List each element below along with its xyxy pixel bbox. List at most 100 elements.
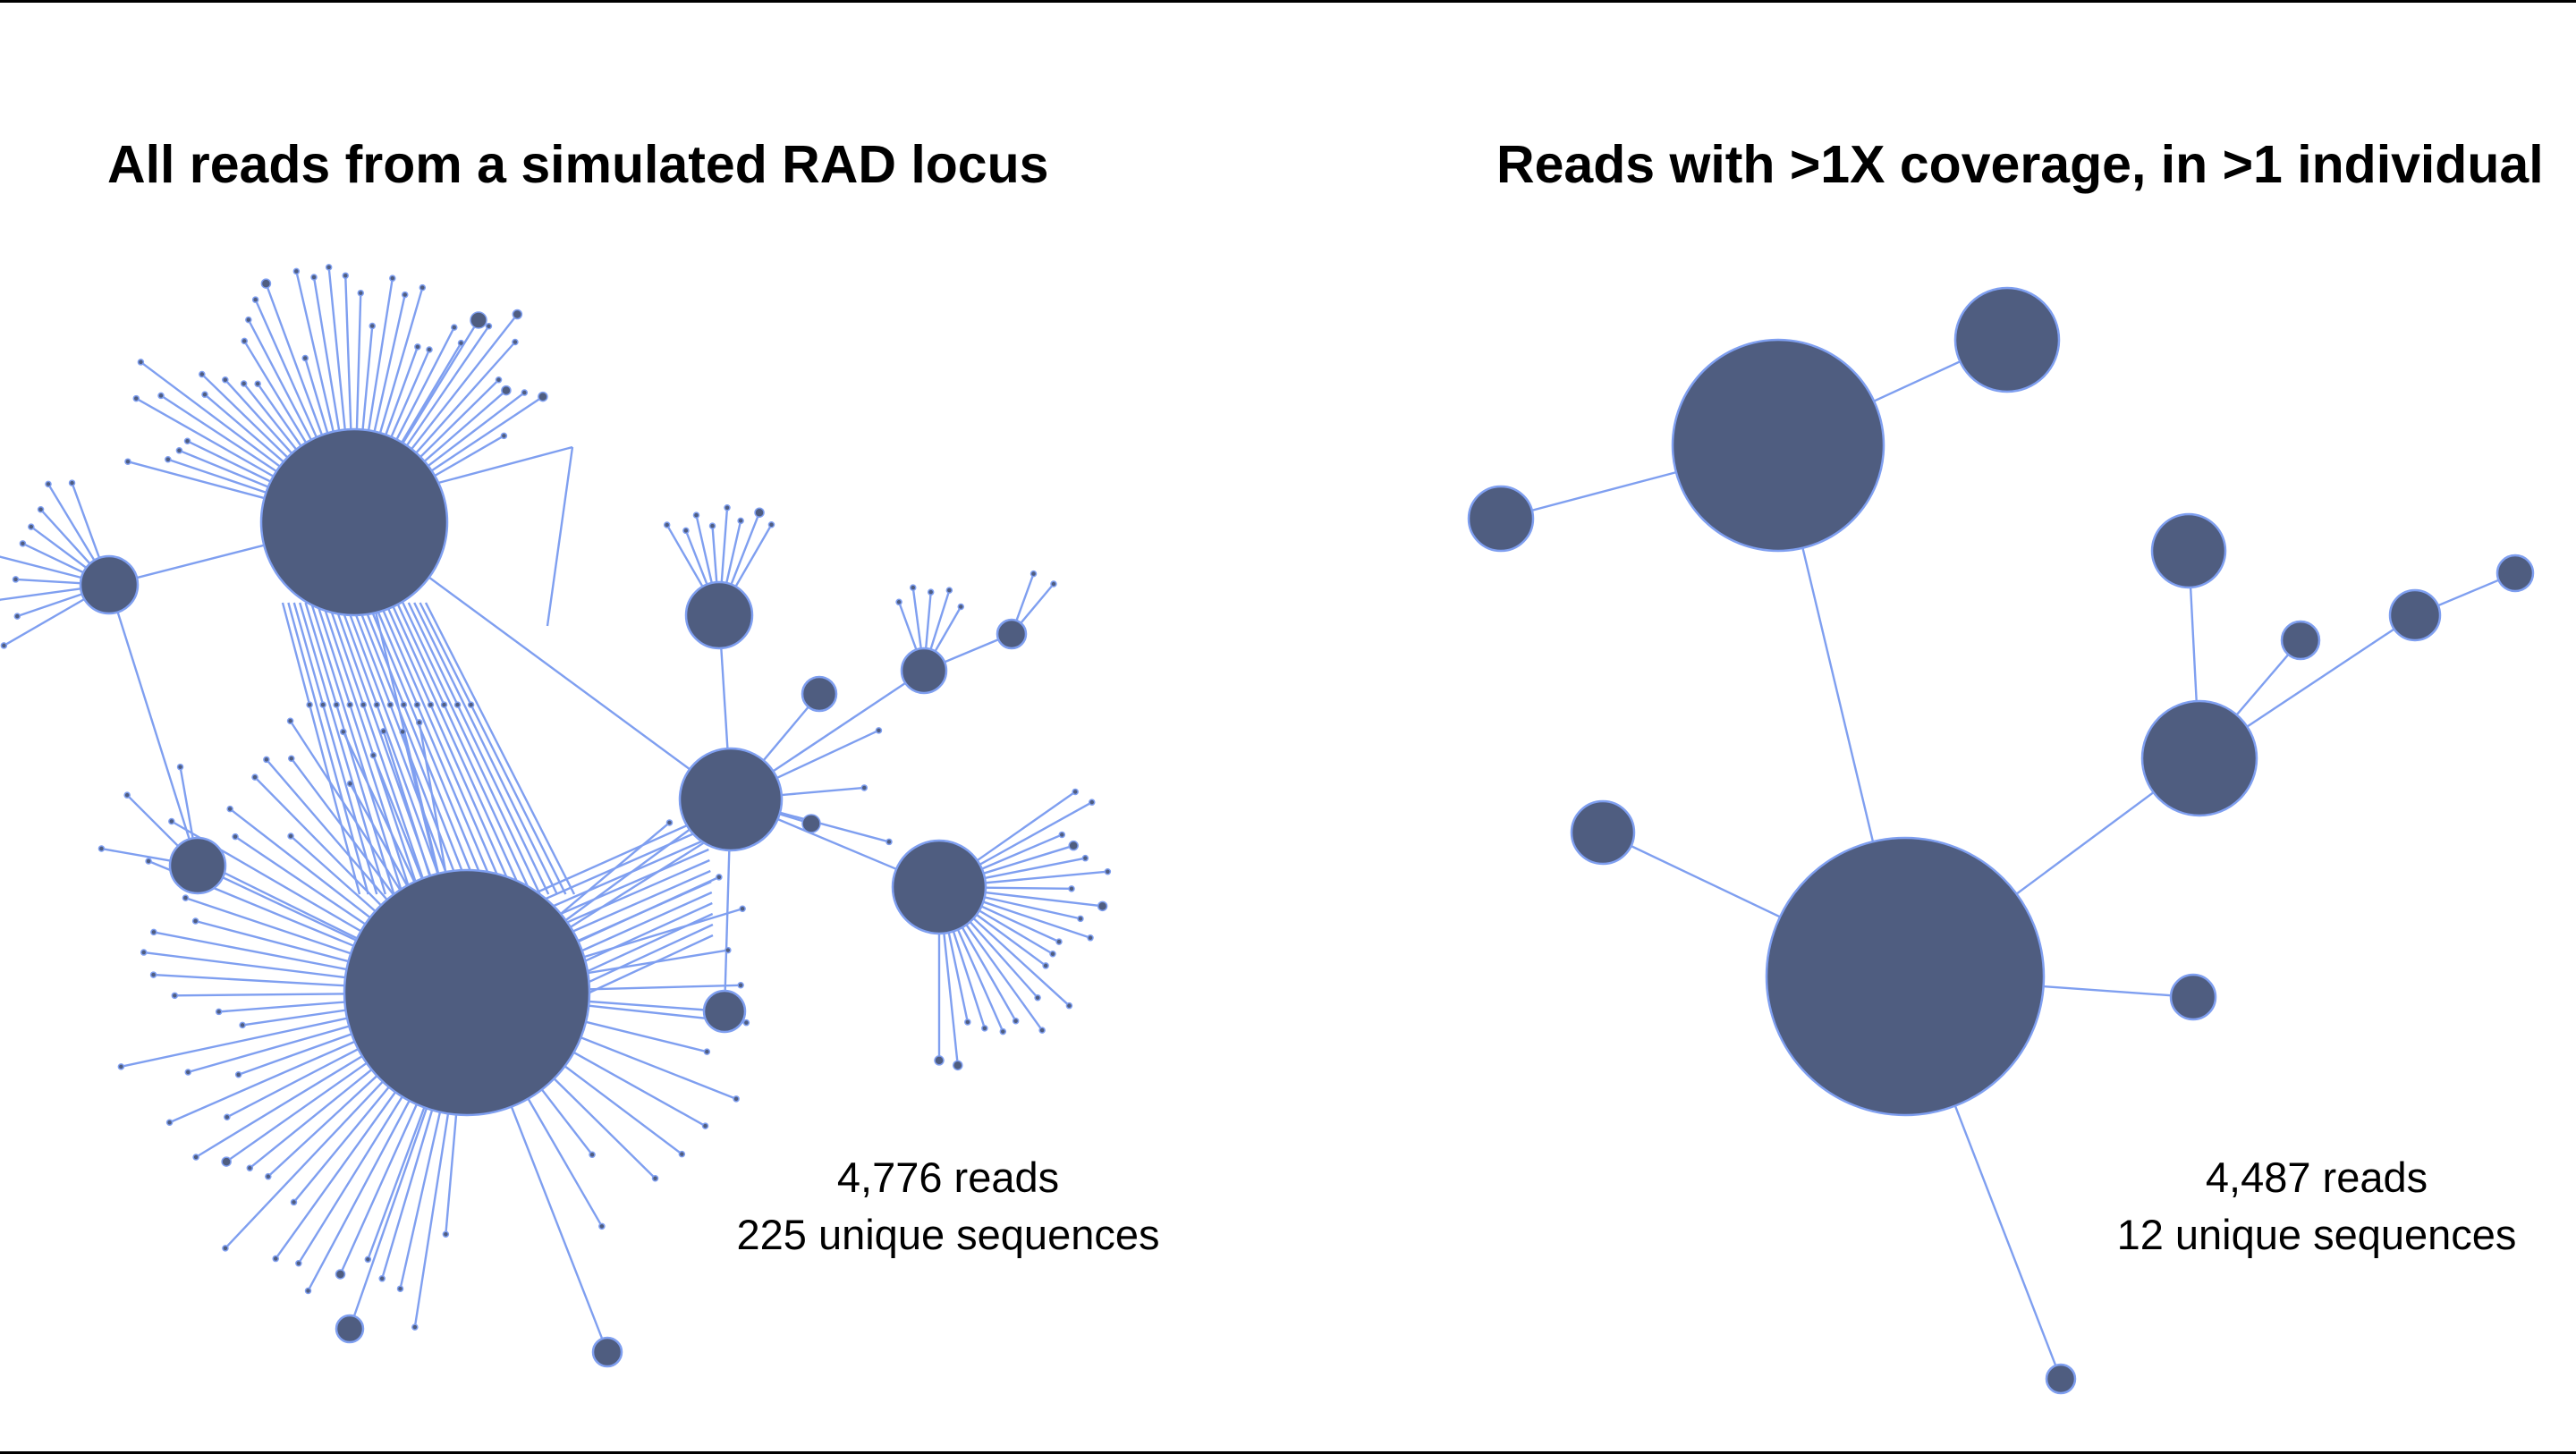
leaf-node — [221, 1156, 232, 1167]
leaf-node — [290, 1198, 298, 1206]
cross-edge — [356, 602, 472, 895]
leaf-node — [1030, 570, 1038, 578]
leaf-edge — [779, 811, 890, 843]
leaf-node — [981, 1025, 988, 1032]
leaf-node — [0, 642, 8, 649]
leaf-node — [521, 389, 529, 396]
leaf-node — [149, 971, 157, 978]
leaf-edge — [720, 507, 729, 583]
leaf-node — [500, 432, 508, 440]
haplotype-node — [591, 1336, 623, 1368]
leaf-node — [68, 479, 76, 486]
haplotype-node — [168, 836, 227, 895]
haplotype-node — [684, 580, 754, 650]
leaf-node — [733, 1095, 740, 1103]
leaf-node — [241, 337, 248, 345]
cross-edge — [407, 602, 550, 895]
cross-edge — [537, 816, 706, 893]
leaf-edge — [229, 807, 371, 918]
leaf-edge — [1015, 573, 1035, 621]
leaf-edge — [249, 1069, 373, 1170]
leaf-edge — [195, 1055, 363, 1159]
leaf-edge — [572, 1051, 707, 1128]
leaf-edge — [297, 1095, 403, 1264]
leaf-node — [767, 520, 775, 528]
leaf-node — [226, 805, 233, 813]
leaf-edge — [242, 1009, 346, 1027]
leaf-edge — [984, 896, 1081, 920]
leaf-edge — [186, 440, 272, 483]
leaf-node — [1058, 831, 1066, 839]
leaf-node — [272, 1255, 279, 1263]
leaf-node — [716, 874, 723, 881]
leaf-edge — [711, 526, 718, 583]
leaf-node — [380, 727, 387, 735]
leaf-edge — [445, 1114, 458, 1235]
leaf-edge — [224, 378, 293, 454]
cross-edge — [390, 602, 524, 895]
leaf-node — [224, 1113, 231, 1121]
leaf-edge — [71, 482, 101, 559]
leaf-node — [953, 1060, 963, 1071]
leaf-edge — [982, 900, 1091, 939]
leaf-edge — [275, 1091, 397, 1260]
leaf-edge — [985, 870, 1108, 884]
leaf-edge — [418, 722, 447, 873]
leaf-node — [165, 455, 172, 463]
leaf-node — [123, 791, 131, 799]
hub-edge — [437, 445, 573, 485]
leaf-node — [168, 817, 175, 825]
leaf-edge — [381, 1110, 434, 1280]
leaf-node — [245, 316, 252, 324]
leaf-edge — [307, 1100, 411, 1292]
leaf-edge — [965, 924, 1044, 1031]
leaf-edge — [178, 449, 269, 488]
leaf-node — [246, 1164, 254, 1171]
leaf-node — [663, 521, 671, 528]
leaf-edge — [39, 508, 91, 565]
cross-edge — [584, 901, 713, 962]
leaf-edge — [327, 266, 346, 430]
leaf-edge — [225, 1080, 384, 1249]
haplotype-node — [343, 868, 591, 1117]
leaf-node — [222, 1245, 229, 1252]
leaf-edge — [135, 397, 275, 478]
cross-edge — [378, 602, 507, 895]
leaf-edge — [434, 435, 505, 478]
cross-edge — [321, 602, 421, 895]
leaf-edge — [734, 524, 773, 588]
leaf-edge — [0, 555, 82, 579]
haplotype-node — [900, 647, 948, 695]
leaf-node — [369, 751, 377, 759]
leaf-edge — [372, 755, 423, 879]
leaf-edge — [781, 786, 865, 797]
cross-edge — [281, 602, 361, 895]
leaf-edge — [553, 1078, 657, 1179]
leaf-edge — [265, 283, 324, 435]
hub-edge — [546, 446, 574, 627]
leaf-node — [234, 1071, 242, 1078]
leaf-node — [1089, 799, 1096, 806]
leaf-edge — [3, 597, 85, 647]
leaf-edge — [430, 395, 544, 472]
leaf-node — [1072, 788, 1079, 796]
leaf-node — [357, 289, 365, 297]
leaf-edge — [665, 524, 704, 588]
leaf-node — [1068, 840, 1079, 851]
leaf-edge — [127, 461, 265, 500]
leaf-node — [415, 719, 423, 726]
cross-edge — [560, 848, 709, 916]
leaf-node — [512, 338, 519, 346]
haplotype-node — [2169, 973, 2217, 1021]
leaf-edge — [952, 931, 986, 1029]
leaf-node — [145, 858, 152, 865]
leaf-edge — [257, 383, 302, 447]
leaf-node — [340, 728, 347, 736]
leaf-edge — [30, 526, 88, 569]
cross-edge — [309, 602, 404, 895]
mid-node — [440, 701, 448, 708]
leaf-node — [176, 763, 184, 771]
leaf-edge — [153, 931, 347, 971]
leaf-node — [1038, 1027, 1046, 1034]
haplotype-node — [891, 839, 987, 935]
